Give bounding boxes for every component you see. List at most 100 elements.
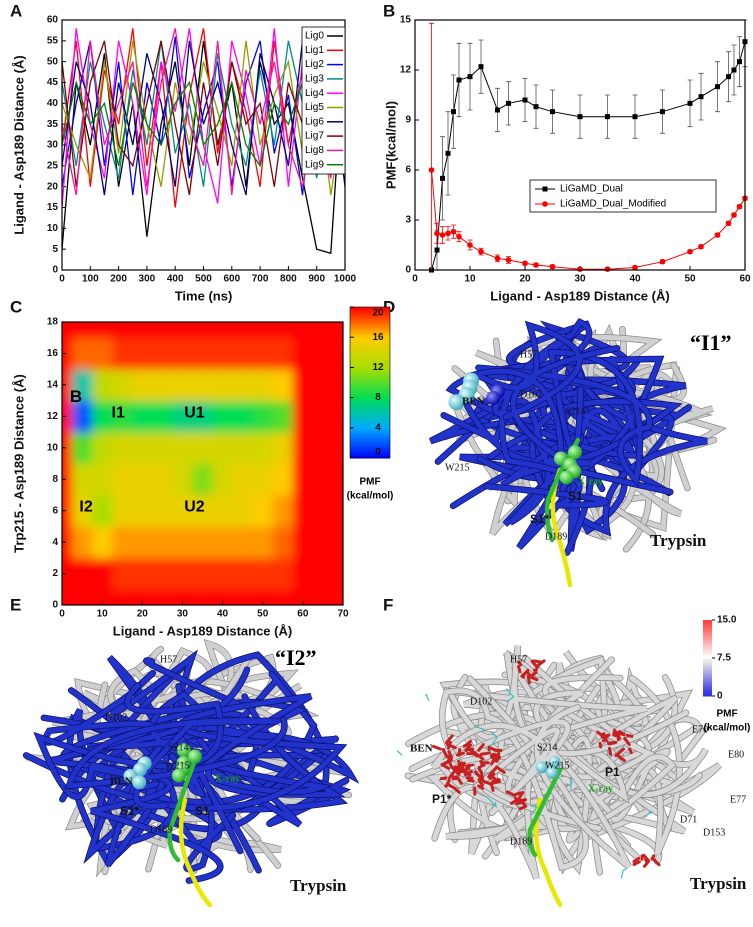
contour-cell [62, 463, 73, 496]
y-tick-label: 0 [52, 265, 58, 276]
y-tick-label: 14 [47, 380, 59, 391]
colorbar-tick-label: 7.5 [717, 653, 731, 664]
x-tick-label: 0 [59, 609, 65, 620]
residue-label: X-ray [578, 476, 603, 487]
y-tick-label: 35 [47, 119, 59, 130]
contour-cell [212, 589, 234, 605]
colorbar-step [350, 442, 390, 446]
legend-label: LiGaMD_Dual_Modified [560, 199, 666, 210]
y-tick-label: 0 [52, 600, 58, 611]
marker [605, 114, 610, 120]
marker [478, 248, 484, 255]
ligand-stick [513, 791, 523, 797]
legend-marker [542, 201, 548, 207]
region-label: B [70, 387, 82, 406]
contour-cell [252, 557, 274, 590]
x-axis-label: Ligand - Asp189 Distance (Å) [490, 288, 669, 303]
contour-cell [192, 463, 214, 496]
legend-box [301, 26, 346, 175]
side-chain [570, 779, 573, 790]
ligand-stick [441, 747, 449, 758]
contour-cell [272, 494, 294, 527]
colorbar-step [703, 625, 712, 629]
marker [506, 100, 511, 106]
residue-label: S214 [168, 742, 189, 753]
colorbar-step [350, 312, 390, 316]
x-tick-label: 1000 [334, 274, 357, 285]
colorbar-step [703, 663, 712, 667]
region-label: I2 [79, 499, 92, 516]
legend-label: Lig1 [305, 45, 324, 56]
colorbar-step [703, 656, 712, 659]
colorbar-step [350, 374, 390, 378]
contour-cell [212, 463, 234, 496]
ligand-stick [614, 747, 625, 758]
ligand-stick [448, 769, 457, 780]
residue-label: S1 [195, 804, 210, 818]
contour-cell [92, 432, 113, 464]
marker [434, 230, 440, 237]
marker [726, 74, 731, 80]
marker [522, 260, 528, 267]
contour-cell [132, 494, 153, 527]
colorbar-step [703, 671, 712, 674]
ligand-stick [601, 733, 610, 743]
residue-label: D189 [545, 531, 567, 542]
contour-cell [172, 337, 193, 370]
contour-cell [252, 494, 274, 527]
marker [533, 104, 539, 110]
contour-cell [152, 432, 173, 464]
contour-cell [132, 589, 153, 605]
contour-clip [62, 322, 343, 605]
colorbar-step [350, 317, 390, 321]
colorbar-step [350, 395, 390, 399]
contour-cell [72, 369, 93, 402]
contour-cell [152, 322, 173, 339]
legend-label: Lig6 [305, 116, 324, 127]
side-chain [486, 796, 497, 809]
side-chain [396, 749, 403, 757]
ligand-stick [530, 659, 539, 669]
contour-cell [112, 589, 133, 605]
residue-label: E70 [692, 724, 708, 735]
colorbar-step [350, 405, 390, 409]
data-line [62, 36, 345, 255]
contour-cell [312, 463, 334, 496]
colorbar-step [703, 648, 712, 651]
colorbar-step [703, 688, 712, 691]
panel-letter: A [10, 1, 22, 20]
panel-letter: F [383, 595, 393, 614]
ligand-stick [628, 747, 633, 755]
x-tick-label: 40 [629, 274, 641, 285]
ligand-stick [477, 763, 484, 770]
contour-cell [292, 432, 314, 464]
contour-cell [192, 432, 214, 464]
colorbar-step [350, 397, 390, 401]
marker [725, 220, 732, 227]
atom-sphere [548, 755, 561, 768]
contour-cell [152, 463, 173, 496]
contour-cell [232, 494, 254, 527]
ligand-stick [632, 860, 641, 866]
contour-cell [312, 526, 334, 559]
contour-cell [112, 369, 133, 402]
marker [533, 262, 539, 268]
ligand-stick [477, 767, 484, 774]
colorbar-step [350, 425, 390, 429]
contour-cell [312, 337, 334, 370]
contour-cell [232, 337, 254, 370]
legend-label: Lig7 [305, 131, 324, 142]
side-chain [425, 693, 430, 701]
colorbar-step [703, 650, 712, 653]
colorbar-step [350, 377, 390, 381]
ligand-stick [518, 790, 525, 799]
ligand-stick [487, 775, 492, 780]
colorbar-step [350, 412, 390, 416]
contour-cell [92, 322, 113, 339]
colorbar-step [350, 435, 390, 439]
y-tick-label: 18 [47, 317, 59, 328]
marker [550, 109, 555, 115]
colorbar-step [350, 387, 390, 391]
contour-cell [72, 432, 93, 464]
atom-sphere [187, 749, 202, 764]
